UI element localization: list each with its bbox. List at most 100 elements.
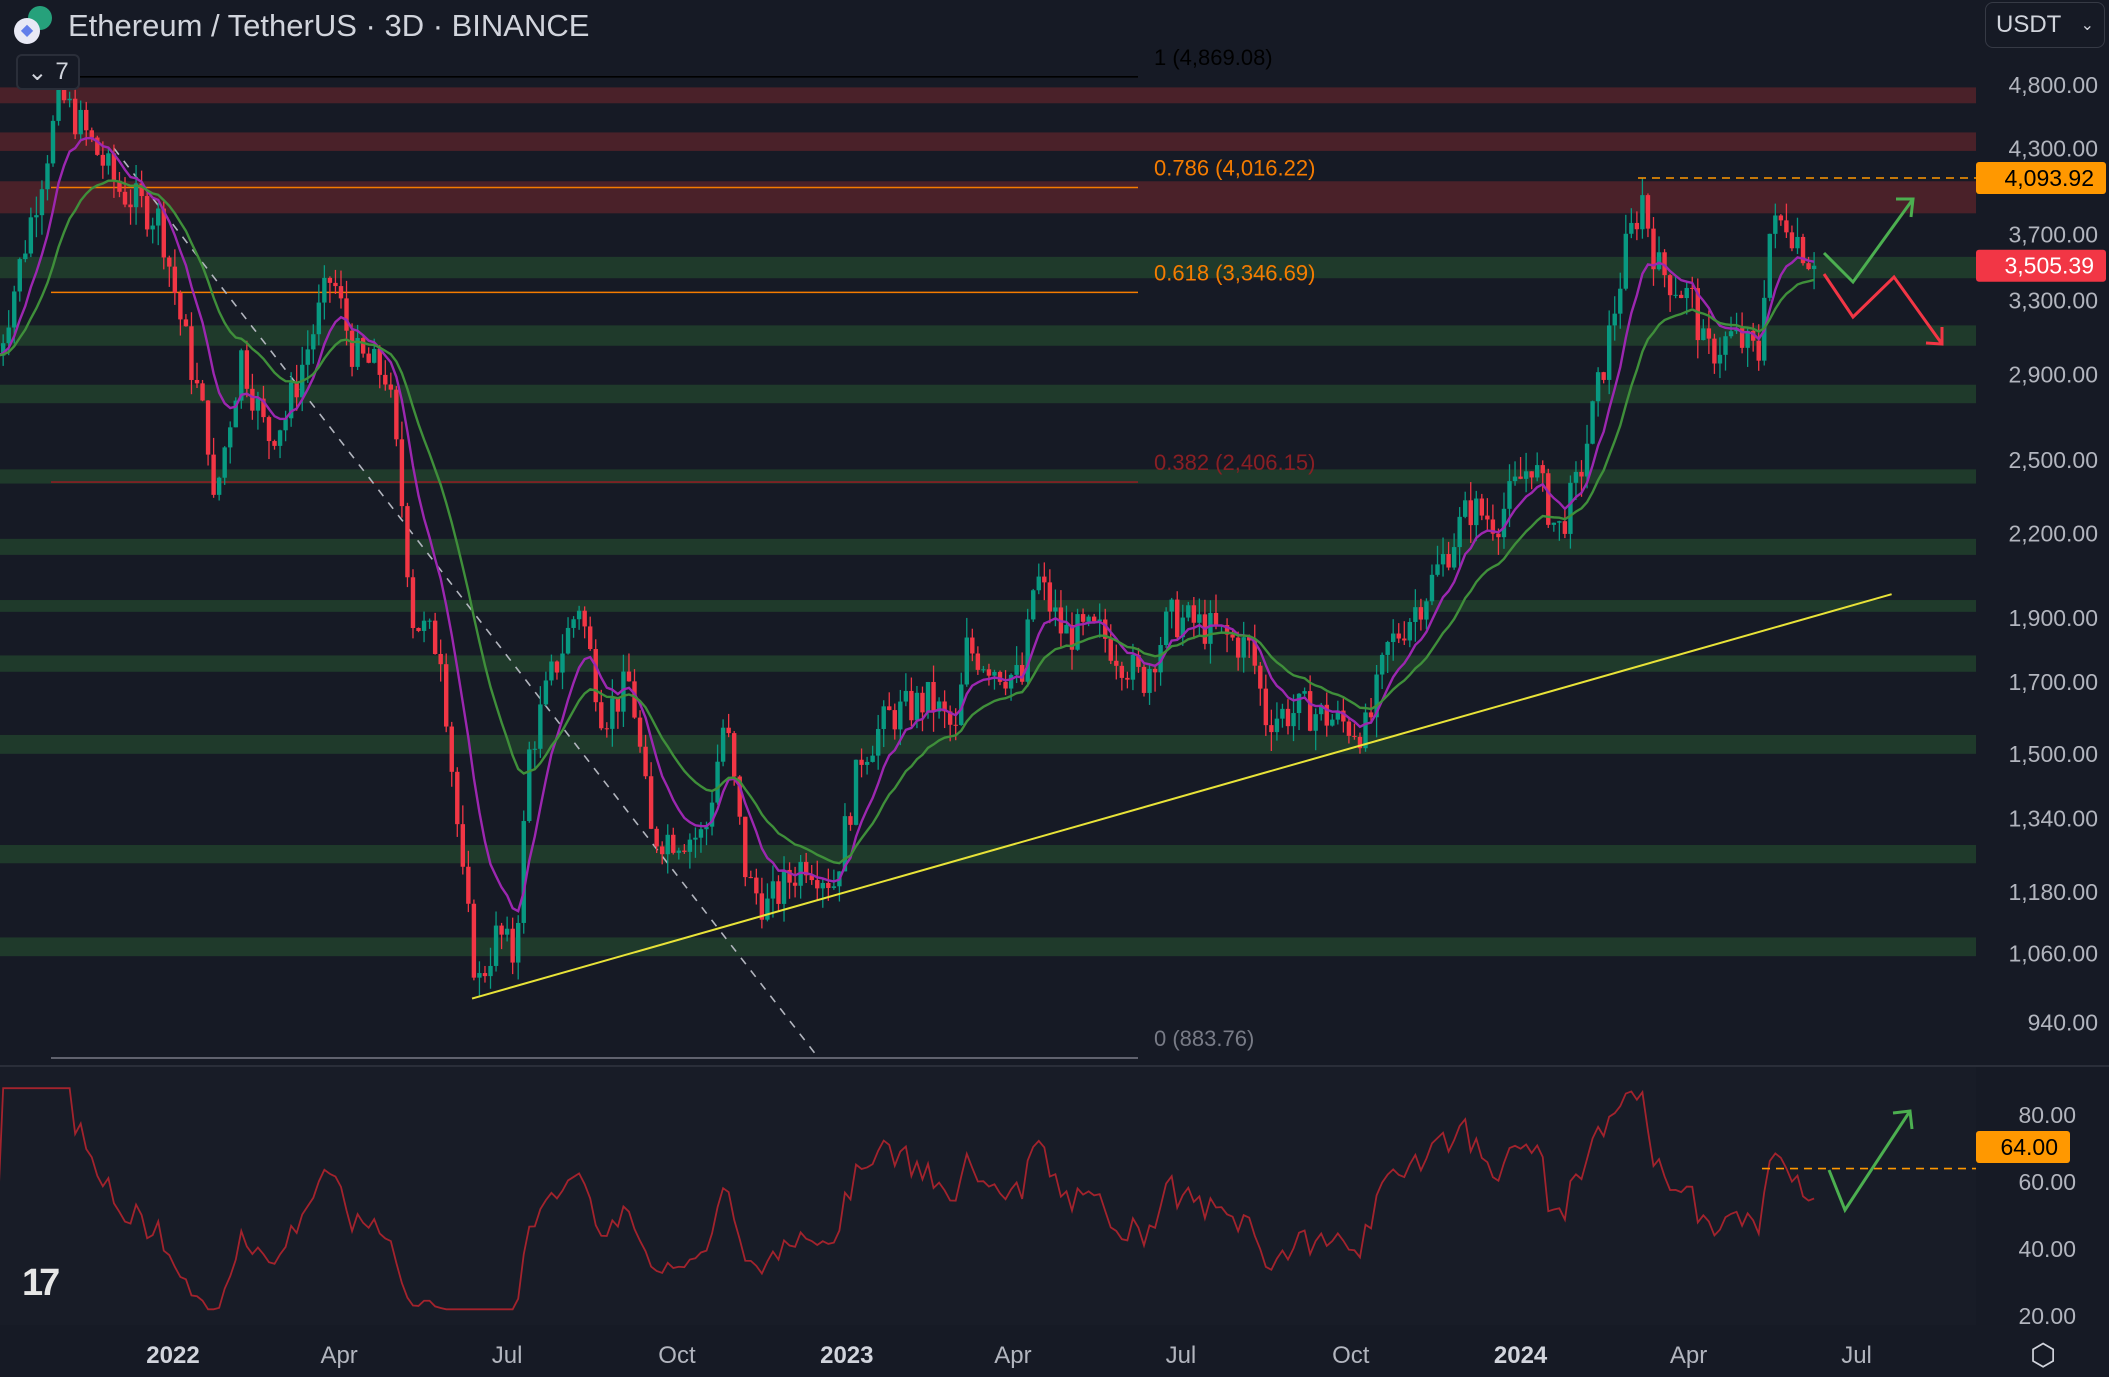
- candle-body: [1684, 287, 1689, 299]
- candle-body: [1479, 498, 1485, 516]
- candle-body: [1302, 691, 1307, 694]
- support-zone: [0, 655, 1976, 672]
- candle-body: [726, 727, 731, 734]
- candle-body: [853, 759, 859, 825]
- candle-body: [748, 877, 753, 879]
- candle-body: [122, 191, 128, 205]
- candle-body: [1080, 614, 1086, 622]
- rsi-projection-arrow: [1827, 1110, 1912, 1214]
- candle-body: [992, 671, 997, 676]
- candle-body: [34, 215, 39, 218]
- candle-body: [682, 850, 687, 852]
- candle-body: [1208, 612, 1213, 644]
- candle-body: [1119, 665, 1125, 678]
- candle-body: [1175, 599, 1180, 638]
- candle-body: [1319, 704, 1324, 715]
- candle-body: [183, 319, 189, 327]
- candle-body: [1224, 625, 1230, 635]
- candle-body: [953, 724, 958, 726]
- candle-body: [637, 717, 643, 747]
- candle-body: [754, 877, 759, 894]
- support-zone: [0, 734, 1976, 754]
- candle-body: [161, 208, 166, 258]
- candle-body: [1463, 500, 1468, 517]
- candle-body: [272, 441, 277, 446]
- currency-select[interactable]: USDT ⌄: [1985, 2, 2105, 48]
- candle-body: [438, 654, 443, 665]
- candle-body: [106, 153, 111, 166]
- candle-body: [859, 759, 864, 765]
- candle-body: [1778, 215, 1784, 221]
- candle-body: [1485, 515, 1490, 520]
- candle-body: [925, 681, 931, 713]
- candle-body: [394, 389, 399, 440]
- candle-body: [1346, 721, 1352, 736]
- bullish-projection-arrow: [1822, 198, 1915, 285]
- candle-body: [1086, 616, 1091, 622]
- candle-body: [842, 816, 848, 872]
- support-zone: [0, 469, 1976, 484]
- candle-body: [1252, 640, 1257, 666]
- candle-body: [205, 400, 211, 455]
- time-tick-label: Jul: [492, 1342, 523, 1369]
- candle-body: [128, 204, 133, 208]
- candle-body: [1518, 476, 1523, 479]
- resistance-zone: [0, 181, 1976, 214]
- candle-body: [72, 98, 78, 135]
- price-tick-label: 1,700.00: [2008, 669, 2098, 695]
- candle-body: [554, 661, 560, 673]
- time-tick-label: Oct: [1332, 1342, 1370, 1369]
- candle-body: [1396, 633, 1401, 639]
- settings-icon[interactable]: ⬡: [2030, 1339, 2057, 1372]
- time-tick-label: 2022: [146, 1342, 199, 1369]
- candle-body: [1590, 401, 1595, 444]
- candle-body: [1557, 521, 1562, 523]
- candle-body: [914, 692, 920, 721]
- rsi-tick-label: 20.00: [2018, 1303, 2076, 1329]
- candle-body: [1258, 665, 1263, 689]
- candle-body: [1191, 605, 1197, 623]
- candle-body: [781, 869, 787, 904]
- candle-body: [936, 701, 942, 712]
- indicators-collapse-button[interactable]: ⌄ 7: [16, 54, 80, 90]
- candle-body: [499, 925, 504, 935]
- candle-body: [1728, 331, 1734, 337]
- candle-body: [1407, 621, 1413, 641]
- symbol-title[interactable]: Ethereum / TetherUS · 3D · BINANCE: [68, 8, 590, 43]
- candle-body: [1019, 665, 1025, 682]
- candle-body: [1701, 328, 1706, 341]
- candle-body: [870, 755, 875, 762]
- candle-body: [543, 680, 549, 705]
- candle-body: [981, 669, 986, 671]
- candle-body: [1247, 637, 1252, 641]
- candle-body: [1341, 710, 1346, 722]
- candle-body: [1352, 735, 1357, 737]
- support-zone: [0, 937, 1976, 957]
- candle-body: [416, 628, 421, 631]
- indicator-count: 7: [55, 58, 69, 85]
- support-zone: [0, 325, 1976, 346]
- candle-body: [1640, 195, 1645, 230]
- candle-body: [687, 839, 693, 852]
- candle-body: [1330, 719, 1335, 726]
- candle-body: [532, 748, 538, 750]
- candle-body: [1391, 633, 1396, 643]
- candle-body: [1645, 195, 1651, 229]
- support-zone: [0, 845, 1976, 864]
- rsi-pane: [0, 1066, 1976, 1325]
- candle-body: [671, 834, 676, 853]
- candle-body: [1152, 668, 1158, 673]
- candle-body: [189, 326, 194, 380]
- rsi-tick-label: 40.00: [2018, 1236, 2076, 1262]
- candle-body: [349, 330, 355, 367]
- candle-body: [1618, 288, 1623, 314]
- candle-body: [1568, 482, 1573, 534]
- candle-body: [466, 866, 471, 904]
- candle-body: [1141, 666, 1147, 693]
- ema-fast-line: [0, 136, 1815, 913]
- fib-level-label: 1 (4,869.08): [1154, 45, 1273, 70]
- chevron-down-icon: ⌄: [27, 58, 48, 86]
- candle-body: [615, 698, 621, 712]
- candle-body: [997, 671, 1003, 682]
